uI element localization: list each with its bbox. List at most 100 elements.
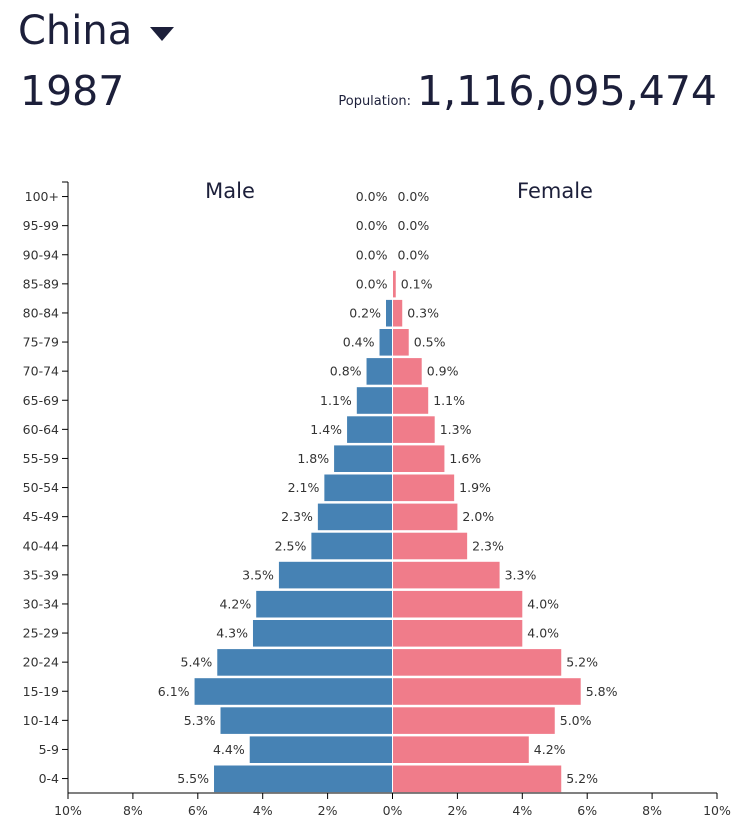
country-name[interactable]: China xyxy=(18,8,133,54)
male-value-label: 0.0% xyxy=(356,218,388,233)
female-bar-85-89 xyxy=(392,270,396,298)
male-bar-55-59 xyxy=(334,445,393,472)
female-bar-45-49 xyxy=(392,503,458,531)
female-value-label: 1.9% xyxy=(459,480,491,495)
male-value-label: 2.1% xyxy=(288,480,320,495)
female-value-label: 0.0% xyxy=(398,218,430,233)
female-value-label: 5.2% xyxy=(566,771,598,786)
male-series-label: Male xyxy=(205,179,255,203)
male-value-label: 5.5% xyxy=(177,771,209,786)
female-value-label: 0.1% xyxy=(401,276,433,291)
y-tick-label: 35-39 xyxy=(23,567,59,582)
female-bar-65-69 xyxy=(392,387,429,414)
male-value-label: 0.0% xyxy=(356,276,388,291)
female-bar-55-59 xyxy=(392,445,445,472)
y-tick-label: 25-29 xyxy=(23,626,59,641)
y-tick-label: 10-14 xyxy=(23,713,59,728)
male-bar-25-29 xyxy=(252,620,393,647)
female-bar-70-74 xyxy=(392,358,422,385)
x-tick-label: 2% xyxy=(318,803,338,818)
x-tick-label: 10% xyxy=(54,803,82,818)
male-bar-50-54 xyxy=(324,474,393,502)
male-bar-0-4 xyxy=(214,765,393,793)
female-series-label: Female xyxy=(517,179,593,203)
header: China 1987 Population: 1,116,095,474 xyxy=(0,0,743,130)
female-value-label: 2.3% xyxy=(472,538,504,553)
x-tick-label: 10% xyxy=(703,803,731,818)
y-tick-label: 90-94 xyxy=(23,247,59,262)
y-tick-label: 65-69 xyxy=(23,393,59,408)
female-value-label: 1.6% xyxy=(449,451,481,466)
population-label: Population: xyxy=(338,94,412,109)
female-value-label: 2.0% xyxy=(462,509,494,524)
y-tick-label: 30-34 xyxy=(23,596,59,611)
male-bar-20-24 xyxy=(217,649,393,676)
female-value-label: 4.0% xyxy=(527,596,559,611)
female-value-label: 0.0% xyxy=(398,247,430,262)
female-value-label: 0.0% xyxy=(398,189,430,204)
male-bar-35-39 xyxy=(278,561,393,589)
y-tick-label: 0-4 xyxy=(39,771,59,786)
x-tick-label: 8% xyxy=(123,803,143,818)
female-value-label: 3.3% xyxy=(505,567,537,582)
x-tick-label: 8% xyxy=(642,803,662,818)
female-bar-15-19 xyxy=(392,678,581,705)
male-value-label: 2.3% xyxy=(281,509,313,524)
male-bar-75-79 xyxy=(379,329,393,356)
female-value-label: 0.3% xyxy=(407,305,439,320)
y-tick-label: 85-89 xyxy=(23,276,59,291)
year-label: 1987 xyxy=(20,67,125,115)
y-tick-label: 60-64 xyxy=(23,422,59,437)
male-bar-70-74 xyxy=(366,358,393,385)
male-bar-45-49 xyxy=(317,503,393,531)
country-selector[interactable]: China xyxy=(18,6,175,56)
population-value: 1,116,095,474 xyxy=(417,67,717,115)
female-value-label: 4.2% xyxy=(534,742,566,757)
male-bar-5-9 xyxy=(249,736,393,763)
y-tick-label: 50-54 xyxy=(23,480,59,495)
y-tick-label: 15-19 xyxy=(23,684,59,699)
male-value-label: 4.3% xyxy=(216,626,248,641)
y-tick-label: 20-24 xyxy=(23,655,59,670)
male-bar-40-44 xyxy=(311,532,393,560)
female-bar-50-54 xyxy=(392,474,455,502)
female-value-label: 1.1% xyxy=(433,393,465,408)
male-value-label: 3.5% xyxy=(242,567,274,582)
y-tick-label: 95-99 xyxy=(23,218,59,233)
dropdown-caret-icon[interactable] xyxy=(150,27,175,41)
male-value-label: 5.4% xyxy=(181,655,213,670)
male-bar-60-64 xyxy=(347,416,393,443)
y-tick-label: 75-79 xyxy=(23,335,59,350)
female-bar-5-9 xyxy=(392,736,529,763)
female-value-label: 5.8% xyxy=(586,684,618,699)
y-tick-label: 80-84 xyxy=(23,305,59,320)
male-value-label: 0.8% xyxy=(330,364,362,379)
male-value-label: 1.4% xyxy=(310,422,342,437)
female-value-label: 4.0% xyxy=(527,626,559,641)
x-tick-label: 4% xyxy=(253,803,273,818)
male-bar-80-84 xyxy=(386,299,393,327)
x-tick-label: 6% xyxy=(188,803,208,818)
male-bar-10-14 xyxy=(220,707,393,734)
x-tick-label: 0% xyxy=(383,803,403,818)
male-value-label: 1.1% xyxy=(320,393,352,408)
male-bar-65-69 xyxy=(356,387,393,414)
population-display: Population: 1,116,095,474 xyxy=(338,66,717,116)
female-value-label: 0.9% xyxy=(427,364,459,379)
female-bar-35-39 xyxy=(392,561,500,589)
female-bar-0-4 xyxy=(392,765,562,793)
female-bar-20-24 xyxy=(392,649,562,676)
male-value-label: 6.1% xyxy=(158,684,190,699)
male-value-label: 0.4% xyxy=(343,335,375,350)
female-bar-25-29 xyxy=(392,620,523,647)
male-value-label: 1.8% xyxy=(297,451,329,466)
female-value-label: 0.5% xyxy=(414,335,446,350)
female-bar-75-79 xyxy=(392,329,409,356)
y-tick-label: 40-44 xyxy=(23,538,59,553)
male-value-label: 0.0% xyxy=(356,247,388,262)
y-tick-label: 45-49 xyxy=(23,509,59,524)
female-value-label: 5.0% xyxy=(560,713,592,728)
y-tick-label: 5-9 xyxy=(39,742,59,757)
y-tick-label: 55-59 xyxy=(23,451,59,466)
